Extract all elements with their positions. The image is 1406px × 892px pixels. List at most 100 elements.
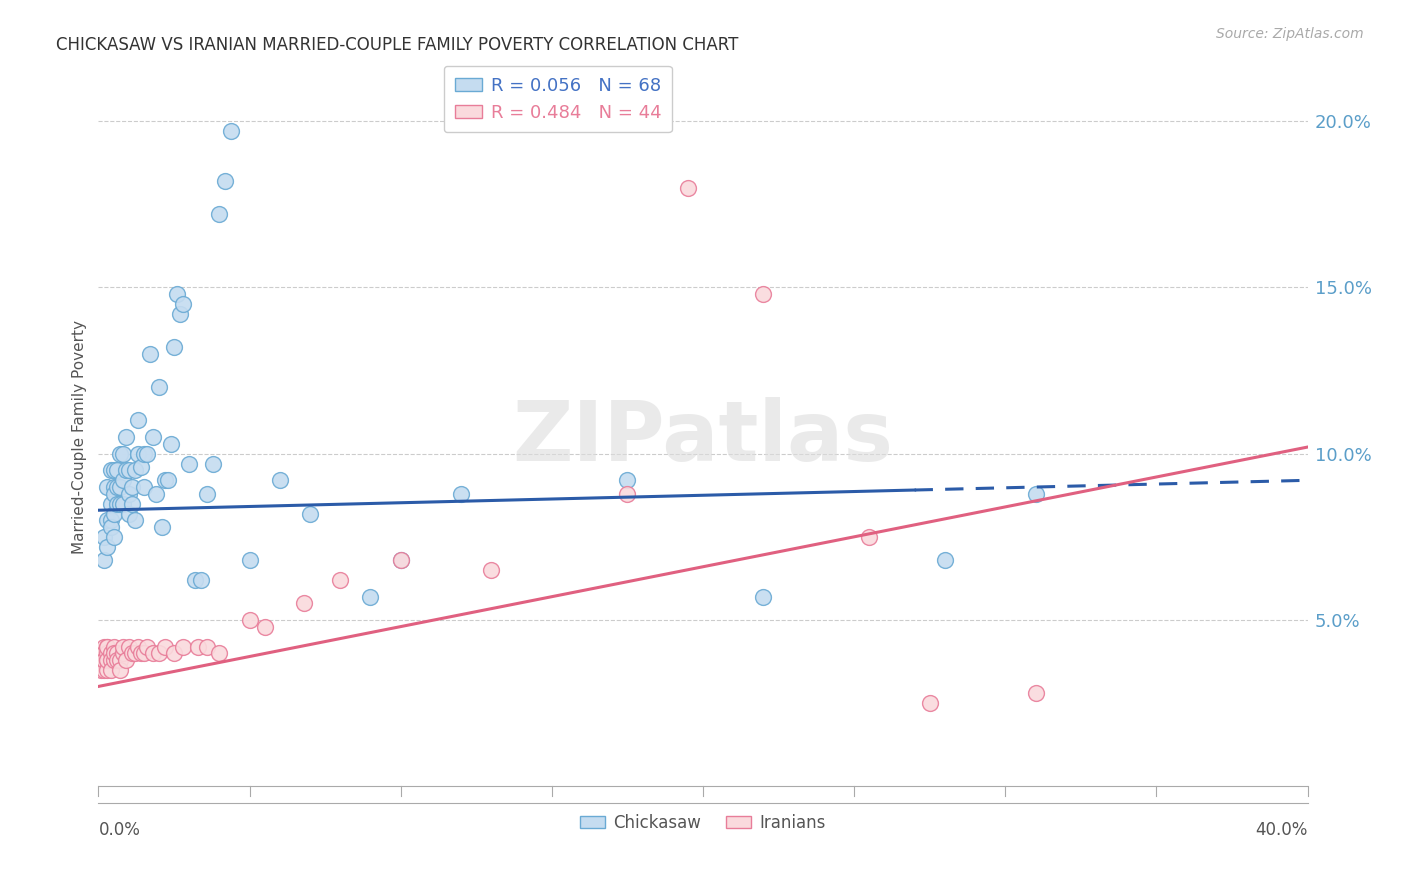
- Point: [90, 653, 112, 667]
- Point: [132, 480, 155, 494]
- Point: [129, 646, 152, 660]
- Y-axis label: Married-Couple Family Poverty: Married-Couple Family Poverty: [72, 320, 87, 554]
- Point: [160, 436, 183, 450]
- Point: [114, 430, 136, 444]
- Point: [108, 653, 131, 667]
- Point: [100, 520, 122, 534]
- Point: [616, 486, 638, 500]
- Point: [114, 463, 136, 477]
- Point: [142, 430, 165, 444]
- Point: [292, 596, 315, 610]
- Point: [1024, 686, 1046, 700]
- Point: [127, 447, 149, 461]
- Point: [239, 613, 262, 627]
- Point: [142, 646, 165, 660]
- Point: [105, 463, 128, 477]
- Point: [153, 640, 176, 654]
- Point: [90, 646, 112, 660]
- Point: [135, 640, 157, 654]
- Point: [150, 520, 173, 534]
- Point: [145, 486, 167, 500]
- Point: [156, 473, 179, 487]
- Point: [96, 646, 118, 660]
- Point: [481, 563, 503, 577]
- Point: [389, 553, 412, 567]
- Point: [103, 507, 125, 521]
- Text: 40.0%: 40.0%: [1256, 821, 1308, 839]
- Point: [111, 640, 134, 654]
- Point: [918, 696, 941, 710]
- Point: [163, 340, 186, 354]
- Point: [93, 663, 115, 677]
- Point: [221, 124, 243, 138]
- Point: [96, 653, 118, 667]
- Point: [96, 653, 118, 667]
- Point: [179, 457, 201, 471]
- Point: [124, 646, 146, 660]
- Point: [169, 307, 191, 321]
- Point: [108, 663, 131, 677]
- Point: [93, 646, 115, 660]
- Point: [105, 497, 128, 511]
- Point: [616, 473, 638, 487]
- Point: [214, 174, 236, 188]
- Point: [103, 486, 125, 500]
- Point: [129, 460, 152, 475]
- Point: [96, 540, 118, 554]
- Point: [195, 486, 218, 500]
- Point: [103, 646, 125, 660]
- Point: [450, 486, 472, 500]
- Point: [108, 447, 131, 461]
- Point: [752, 287, 775, 301]
- Point: [253, 619, 276, 633]
- Point: [105, 646, 128, 660]
- Legend: Chickasaw, Iranians: Chickasaw, Iranians: [574, 807, 832, 838]
- Point: [172, 640, 194, 654]
- Point: [121, 646, 143, 660]
- Point: [96, 640, 118, 654]
- Point: [139, 347, 162, 361]
- Point: [103, 653, 125, 667]
- Point: [202, 457, 225, 471]
- Point: [190, 573, 212, 587]
- Point: [118, 463, 141, 477]
- Point: [105, 480, 128, 494]
- Point: [858, 530, 880, 544]
- Point: [93, 653, 115, 667]
- Point: [124, 463, 146, 477]
- Point: [676, 180, 699, 194]
- Point: [148, 380, 170, 394]
- Point: [299, 507, 322, 521]
- Point: [934, 553, 956, 567]
- Point: [103, 640, 125, 654]
- Point: [96, 663, 118, 677]
- Point: [93, 530, 115, 544]
- Point: [111, 646, 134, 660]
- Point: [108, 480, 131, 494]
- Point: [100, 513, 122, 527]
- Point: [389, 553, 412, 567]
- Point: [208, 207, 231, 221]
- Point: [121, 480, 143, 494]
- Point: [1024, 486, 1046, 500]
- Point: [93, 640, 115, 654]
- Point: [103, 463, 125, 477]
- Point: [153, 473, 176, 487]
- Point: [96, 513, 118, 527]
- Point: [135, 447, 157, 461]
- Point: [195, 640, 218, 654]
- Point: [239, 553, 262, 567]
- Point: [132, 447, 155, 461]
- Point: [148, 646, 170, 660]
- Point: [163, 646, 186, 660]
- Point: [103, 530, 125, 544]
- Point: [360, 590, 382, 604]
- Point: [100, 497, 122, 511]
- Point: [96, 640, 118, 654]
- Point: [111, 447, 134, 461]
- Point: [100, 646, 122, 660]
- Point: [103, 480, 125, 494]
- Text: Source: ZipAtlas.com: Source: ZipAtlas.com: [1216, 27, 1364, 41]
- Text: 0.0%: 0.0%: [98, 821, 141, 839]
- Point: [105, 653, 128, 667]
